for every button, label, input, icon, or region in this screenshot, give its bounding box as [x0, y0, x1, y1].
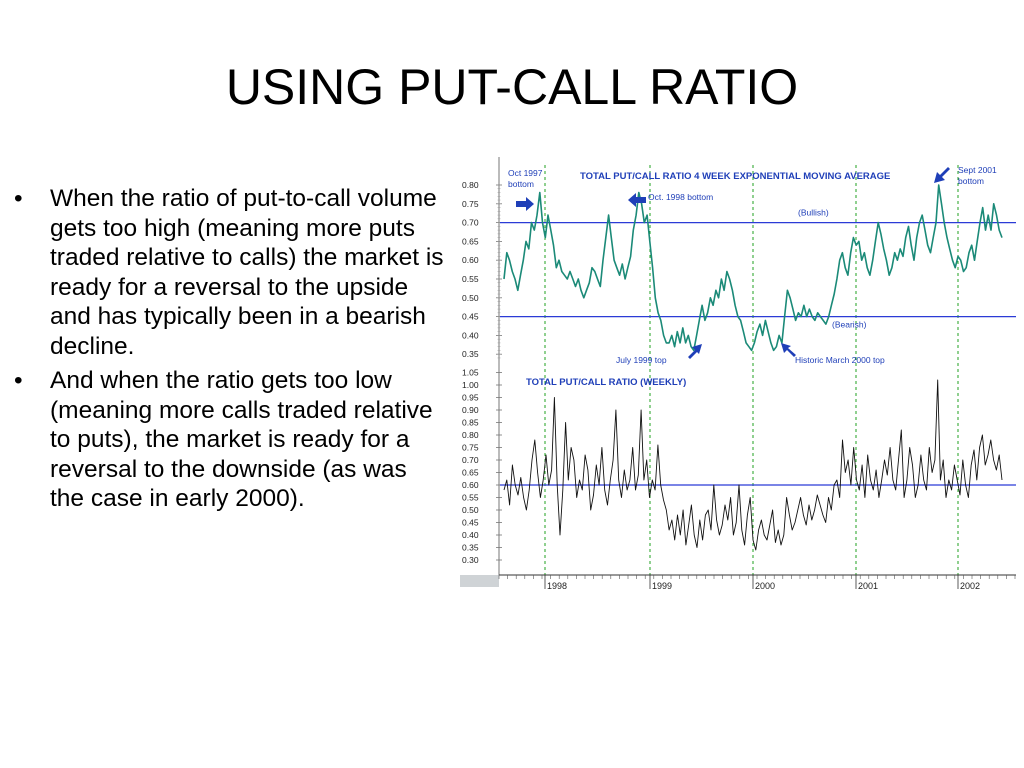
annotation-label: July 1999 top [616, 355, 667, 365]
x-tick-label: 1998 [547, 581, 567, 591]
y-tick-label: 0.50 [462, 505, 479, 515]
y-tick-label: 0.55 [462, 493, 479, 503]
arrow-up-left-icon [781, 343, 796, 357]
bullet-list: • When the ratio of put-to-call volume g… [14, 184, 444, 519]
y-tick-label: 0.75 [462, 443, 479, 453]
y-tick-label: 0.45 [462, 312, 479, 322]
y-tick-label: 0.70 [462, 218, 479, 228]
y-tick-label: 1.05 [462, 368, 479, 378]
chart-canvas: 0.80 0.75 0.70 0.65 0.60 0.55 0.50 0.45 0.40 0.35… [460, 157, 1016, 591]
annotation-label: Historic March 2000 top [795, 355, 885, 365]
y-tick-label: 0.60 [462, 255, 479, 265]
y-tick-label: 0.30 [462, 555, 479, 565]
arrow-up-right-icon [688, 344, 702, 359]
y-tick-label: 0.60 [462, 480, 479, 490]
x-tick-label: 1999 [652, 581, 672, 591]
annotation-label: Oct. 1998 bottom [648, 192, 713, 202]
series-line-weekly [503, 379, 1003, 551]
x-tick-label: 2000 [755, 581, 775, 591]
y-tick-label: 0.35 [462, 543, 479, 553]
put-call-chart: 0.80 0.75 0.70 0.65 0.60 0.55 0.50 0.45 0.40 0.35… [460, 157, 1016, 593]
y-tick-label: 0.80 [462, 430, 479, 440]
y-tick-label: 0.40 [462, 330, 479, 340]
reference-label-bullish: (Bullish) [798, 208, 829, 218]
chart-title-top: TOTAL PUT/CALL RATIO 4 WEEK EXPONENTIAL … [580, 171, 890, 182]
annotation-label: Oct 1997 [508, 168, 543, 178]
annotation-label: bottom [958, 176, 984, 186]
slide-title: USING PUT-CALL RATIO [225, 59, 799, 115]
y-tick-label: 0.50 [462, 293, 479, 303]
y-tick-label: 0.45 [462, 518, 479, 528]
bullet-item: • When the ratio of put-to-call volume g… [14, 184, 444, 361]
arrow-down-left-icon [934, 167, 950, 183]
reference-label-bearish: (Bearish) [832, 320, 867, 330]
y-tick-label: 0.80 [462, 180, 479, 190]
y-tick-label: 0.95 [462, 393, 479, 403]
y-tick-label: 0.55 [462, 274, 479, 284]
x-axis-corner [460, 575, 499, 587]
arrow-left-icon [628, 193, 646, 207]
bullet-marker: • [14, 367, 23, 394]
bullet-item: • And when the ratio gets too low (meani… [14, 366, 444, 514]
y-tick-label: 0.90 [462, 405, 479, 415]
y-tick-label: 1.00 [462, 380, 479, 390]
chart-title-bottom: TOTAL PUT/CALL RATIO (WEEKLY) [526, 377, 686, 388]
x-tick-label: 2001 [858, 581, 878, 591]
bullet-text: And when the ratio gets too low (meaning… [50, 367, 433, 512]
x-tick-label: 2002 [960, 581, 980, 591]
arrow-right-icon [516, 197, 534, 211]
bullet-text: When the ratio of put-to-call volume get… [50, 185, 444, 360]
series-line-ema [503, 184, 1003, 352]
y-tick-label: 0.40 [462, 530, 479, 540]
y-tick-label: 0.70 [462, 455, 479, 465]
annotation-label: Sept 2001 [958, 165, 997, 175]
y-tick-label: 0.35 [462, 349, 479, 359]
y-tick-label: 0.85 [462, 418, 479, 428]
bullet-marker: • [14, 185, 23, 212]
annotation-label: bottom [508, 179, 534, 189]
y-tick-label: 0.65 [462, 236, 479, 246]
y-tick-label: 0.65 [462, 468, 479, 478]
y-tick-label: 0.75 [462, 199, 479, 209]
